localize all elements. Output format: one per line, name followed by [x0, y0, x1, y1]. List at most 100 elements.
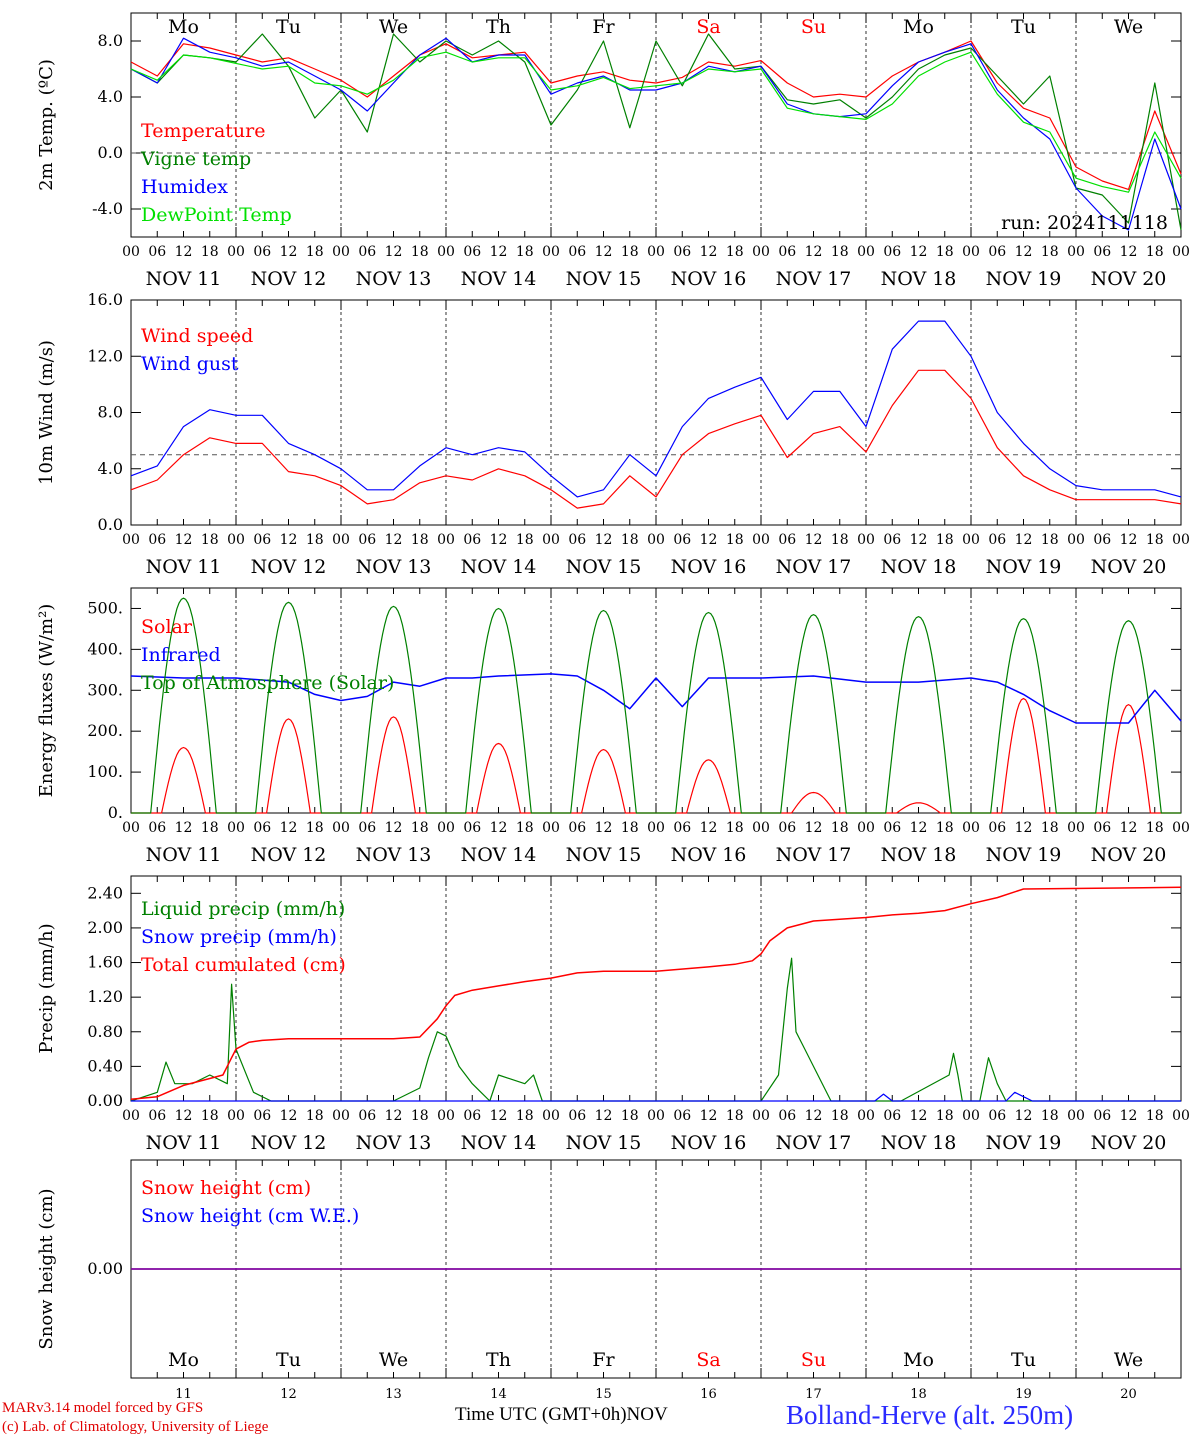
data-point	[168, 653, 169, 654]
data-point	[231, 1057, 232, 1058]
data-point	[1075, 166, 1076, 167]
data-point	[526, 770, 527, 771]
data-point	[1038, 668, 1039, 669]
hour-tick-label: 12	[700, 532, 718, 548]
hour-tick-label: 06	[778, 1108, 796, 1124]
hour-tick-label: 06	[358, 1108, 376, 1124]
data-point	[478, 692, 479, 693]
data-point	[314, 475, 315, 476]
hour-tick-label: 06	[253, 532, 271, 548]
data-point	[752, 960, 753, 961]
data-point	[686, 712, 687, 713]
data-point	[721, 781, 722, 782]
data-point	[1115, 657, 1116, 658]
hour-tick-label: 12	[280, 532, 298, 548]
data-point	[270, 783, 271, 784]
data-point	[892, 1100, 893, 1101]
data-point	[918, 913, 919, 914]
data-point	[413, 691, 414, 692]
data-point	[498, 468, 499, 469]
data-point	[655, 971, 656, 972]
data-point	[445, 677, 446, 678]
data-point	[693, 788, 694, 789]
data-point	[949, 792, 950, 793]
data-point	[367, 749, 368, 750]
data-point	[944, 321, 945, 322]
hour-tick-label: 00	[1172, 532, 1190, 548]
date-label: NOV 16	[671, 1132, 747, 1154]
hour-tick-label: 18	[516, 820, 534, 836]
data-point	[760, 677, 761, 678]
data-point	[163, 802, 164, 803]
data-point	[719, 775, 720, 776]
data-point	[472, 749, 473, 750]
data-point	[1032, 720, 1033, 721]
hour-tick-label: 06	[883, 244, 901, 260]
data-point	[321, 812, 322, 813]
data-point	[498, 1074, 499, 1075]
data-point	[130, 675, 131, 676]
data-point	[918, 370, 919, 371]
hour-tick-label: 12	[1120, 532, 1138, 548]
hour-tick-label: 12	[280, 244, 298, 260]
data-point	[1001, 812, 1002, 813]
data-point	[340, 700, 341, 701]
data-point	[1030, 710, 1031, 711]
y-tick-label: 0.0	[98, 143, 123, 162]
data-point	[360, 812, 361, 813]
data-point	[373, 797, 374, 798]
data-point	[909, 633, 910, 634]
y-tick-label: 8.0	[98, 31, 123, 50]
data-point	[927, 633, 928, 634]
data-point	[130, 475, 131, 476]
data-point	[1049, 489, 1050, 490]
data-point	[787, 457, 788, 458]
data-point	[198, 783, 199, 784]
data-point	[732, 731, 733, 732]
data-point	[903, 667, 904, 668]
data-point	[811, 792, 812, 793]
data-point	[235, 54, 236, 55]
data-point	[736, 771, 737, 772]
data-point	[883, 1094, 884, 1095]
data-point	[680, 771, 681, 772]
data-point	[183, 43, 184, 44]
data-point	[809, 618, 810, 619]
hour-tick-label: 12	[700, 244, 718, 260]
data-point	[839, 94, 840, 95]
data-point	[655, 475, 656, 476]
data-point	[1030, 628, 1031, 629]
date-label: NOV 19	[986, 556, 1062, 578]
data-point	[865, 426, 866, 427]
data-point	[887, 792, 888, 793]
data-point	[476, 812, 477, 813]
data-point	[524, 475, 525, 476]
data-point	[997, 447, 998, 448]
data-point	[1106, 812, 1107, 813]
data-point	[408, 659, 409, 660]
data-point	[903, 808, 904, 809]
data-point	[1117, 646, 1118, 647]
hour-tick-label: 00	[332, 820, 350, 836]
data-point	[1121, 716, 1122, 717]
data-point	[1141, 749, 1142, 750]
hour-tick-label: 00	[752, 1108, 770, 1124]
data-point	[1005, 682, 1006, 683]
data-point	[1154, 110, 1155, 111]
data-point	[1012, 644, 1013, 645]
date-label: NOV 17	[776, 268, 852, 290]
data-point	[393, 80, 394, 81]
data-point	[828, 665, 829, 666]
data-point	[515, 791, 516, 792]
hour-tick-label: 06	[883, 532, 901, 548]
hour-tick-label: 00	[647, 532, 665, 548]
data-point	[1108, 795, 1109, 796]
data-point	[995, 772, 996, 773]
data-point	[592, 768, 593, 769]
data-point	[798, 803, 799, 804]
hour-tick-label: 12	[595, 532, 613, 548]
data-point	[262, 61, 263, 62]
hour-tick-label: 18	[621, 820, 639, 836]
data-point	[498, 743, 499, 744]
